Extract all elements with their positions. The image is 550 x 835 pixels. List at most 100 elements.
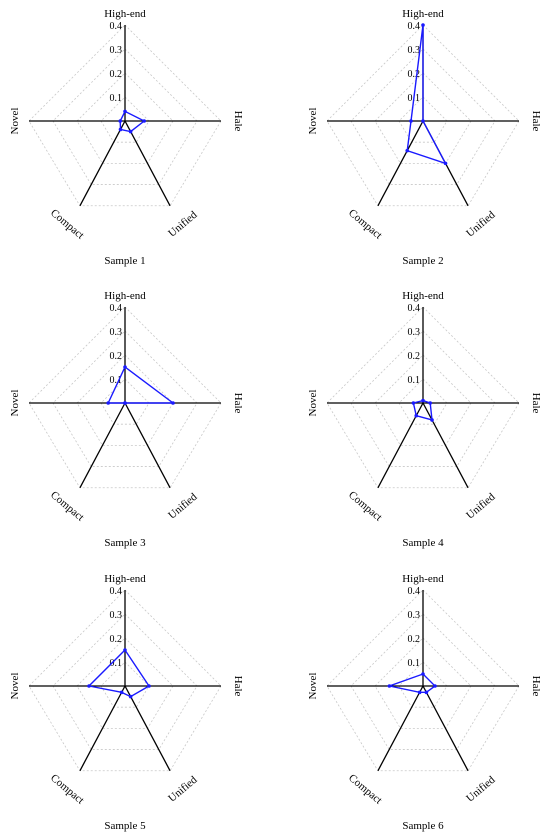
axis-label-novel: Novel — [9, 673, 21, 700]
data-point-unified — [430, 418, 434, 422]
axis-line-unified — [422, 685, 469, 772]
axis-label-hale: Hale — [530, 676, 542, 697]
data-point-high-end — [123, 109, 127, 114]
grid-ring — [398, 378, 448, 425]
tick-label: 0.3 — [408, 327, 421, 338]
data-point-high-end — [421, 23, 425, 27]
data-point-novel — [118, 119, 122, 123]
grid-ring — [52, 613, 198, 750]
chart-title: Sample 2 — [402, 255, 443, 267]
axis-label-unified: Unified — [166, 774, 200, 805]
grid-ring — [398, 96, 448, 143]
axis-line-compact — [79, 120, 126, 207]
series-polygon — [406, 24, 447, 165]
tick-label: 0.2 — [110, 69, 123, 80]
tick-label: 0.4 — [408, 586, 421, 597]
grid-ring — [52, 48, 198, 185]
grid-ring — [374, 637, 472, 729]
tick-label: 0.2 — [110, 634, 123, 645]
grid-ring — [100, 378, 150, 425]
data-point-compact — [414, 413, 419, 418]
tick-label: 0.1 — [408, 375, 421, 386]
grid-ring — [350, 48, 496, 185]
grid-ring — [76, 637, 174, 729]
grid-ring — [28, 306, 222, 489]
data-point-high-end — [123, 365, 127, 369]
tick-label: 0.1 — [110, 375, 123, 386]
axis-label-unified: Unified — [464, 209, 498, 240]
axis-label-unified: Unified — [166, 209, 200, 240]
tick-label: 0.4 — [110, 303, 123, 314]
tick-label: 0.1 — [110, 658, 123, 669]
axis-line-compact — [79, 402, 126, 489]
axis-label-compact: Compact — [346, 772, 384, 807]
data-point-compact — [118, 127, 123, 132]
axis-line-unified — [124, 685, 171, 772]
data-point-high-end — [421, 672, 425, 676]
axis-label-hale: Hale — [232, 111, 244, 132]
data-point-compact — [405, 148, 410, 153]
tick-label: 0.1 — [110, 93, 123, 104]
chart-title: Sample 5 — [104, 820, 146, 832]
data-point-compact — [123, 401, 127, 405]
data-point-hale — [428, 401, 433, 405]
tick-label: 0.3 — [110, 327, 123, 338]
axis-label-compact: Compact — [48, 207, 86, 242]
grid-ring — [326, 589, 520, 772]
axis-label-unified: Unified — [464, 491, 498, 522]
data-point-compact — [119, 690, 124, 695]
chart-title: Sample 4 — [402, 537, 444, 549]
data-point-high-end — [123, 648, 127, 652]
axis-label-hale: Hale — [232, 393, 244, 414]
grid-ring — [398, 661, 448, 708]
series-polygon — [386, 673, 437, 694]
axis-line-unified — [124, 402, 171, 489]
data-point-novel — [411, 401, 416, 405]
axis-label-novel: Novel — [307, 390, 319, 417]
data-point-hale — [421, 119, 425, 123]
chart-title: Sample 6 — [402, 820, 444, 832]
tick-label: 0.2 — [408, 351, 421, 362]
tick-label: 0.3 — [110, 45, 123, 56]
chart-title: Sample 3 — [104, 537, 146, 549]
tick-label: 0.2 — [408, 69, 421, 80]
grid-ring — [28, 24, 222, 207]
grid-ring — [374, 72, 472, 164]
data-point-hale — [142, 119, 146, 123]
axis-label-compact: Compact — [48, 772, 86, 807]
grid-ring — [350, 613, 496, 750]
data-point-hale — [147, 684, 151, 688]
grid-ring — [76, 72, 174, 164]
data-point-unified — [424, 690, 429, 695]
axis-line-compact — [79, 685, 126, 772]
axis-line-unified — [422, 402, 469, 489]
series-polygon — [87, 648, 150, 698]
tick-label: 0.1 — [408, 658, 421, 669]
data-point-hale — [433, 684, 437, 688]
axis-label-hale: Hale — [530, 111, 542, 132]
axis-label-compact: Compact — [346, 489, 384, 524]
axis-label-novel: Novel — [9, 390, 21, 417]
tick-label: 0.3 — [408, 610, 421, 621]
data-point-unified — [128, 694, 133, 699]
tick-label: 0.4 — [110, 586, 123, 597]
grid-ring — [326, 306, 520, 489]
data-point-hale — [171, 401, 175, 405]
axis-label-high-end: High-end — [104, 290, 146, 302]
axis-label-unified: Unified — [166, 491, 200, 522]
axis-line-compact — [377, 685, 424, 772]
axis-label-compact: Compact — [48, 489, 86, 524]
axis-label-hale: Hale — [530, 393, 542, 414]
grid-ring — [374, 354, 472, 446]
axis-label-unified: Unified — [464, 774, 498, 805]
tick-label: 0.4 — [408, 21, 421, 32]
tick-label: 0.2 — [408, 634, 421, 645]
data-point-unified — [128, 129, 133, 134]
tick-label: 0.3 — [110, 610, 123, 621]
axis-label-novel: Novel — [307, 673, 319, 700]
